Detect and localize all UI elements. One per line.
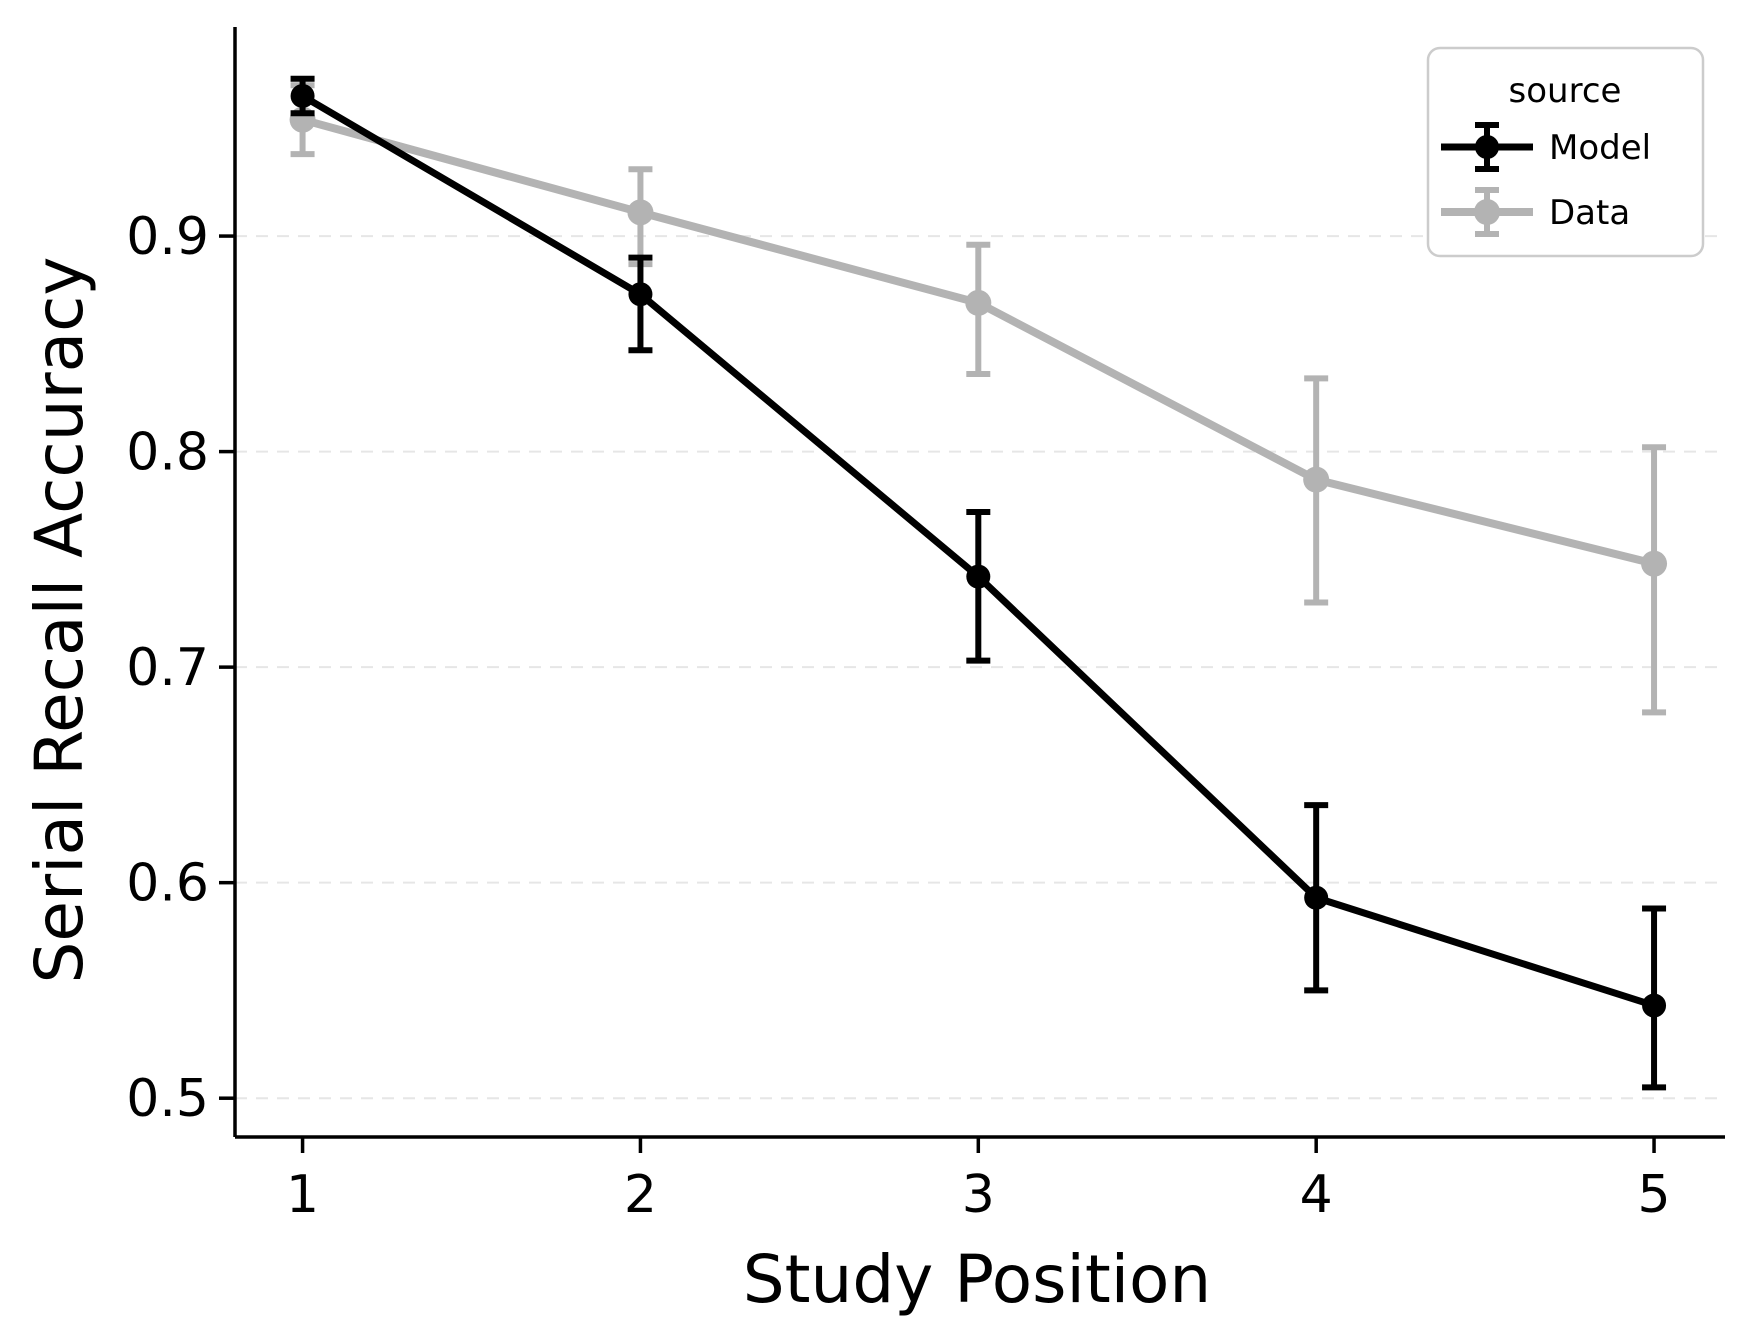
y-axis-label: Serial Recall Accuracy — [21, 257, 98, 984]
y-tick-label: 0.7 — [126, 638, 209, 698]
legend-model-marker-icon — [1475, 135, 1499, 159]
x-tick-label: 2 — [624, 1165, 657, 1225]
x-tick-label: 1 — [286, 1165, 319, 1225]
legend-label-data: Data — [1549, 193, 1630, 233]
data-point-marker — [1303, 466, 1330, 493]
data-point-marker — [966, 564, 991, 589]
legend-item-data: Data — [1441, 187, 1630, 237]
y-tick-label: 0.5 — [126, 1069, 209, 1129]
x-tick-label: 5 — [1638, 1165, 1671, 1225]
x-ticks: 1 2 3 4 5 — [286, 1137, 1671, 1225]
legend: source Model Data — [1426, 46, 1705, 258]
legend-item-model: Model — [1441, 122, 1651, 172]
data-point-marker — [1641, 550, 1668, 577]
plot-series — [289, 75, 1668, 1091]
y-ticks: 0.5 0.6 0.7 0.8 0.9 — [126, 207, 235, 1129]
series-model — [290, 75, 1667, 1091]
legend-label-model: Model — [1549, 128, 1651, 168]
x-tick-label: 3 — [962, 1165, 995, 1225]
y-tick-label: 0.8 — [126, 423, 209, 483]
legend-title: source — [1509, 71, 1622, 111]
x-axis-label: Study Position — [743, 1241, 1212, 1318]
y-tick-label: 0.6 — [126, 854, 209, 914]
y-tick-label: 0.9 — [126, 207, 209, 267]
data-point-marker — [965, 289, 992, 316]
data-point-marker — [628, 282, 653, 307]
data-point-marker — [290, 83, 315, 108]
data-point-marker — [627, 199, 654, 226]
x-tick-label: 4 — [1300, 1165, 1333, 1225]
data-point-marker — [1642, 993, 1667, 1018]
series-data — [289, 82, 1668, 716]
data-point-marker — [1304, 885, 1329, 910]
axes: 0.5 0.6 0.7 0.8 0.9 1 2 3 4 5 — [126, 27, 1725, 1225]
legend-data-marker-icon — [1474, 199, 1500, 225]
